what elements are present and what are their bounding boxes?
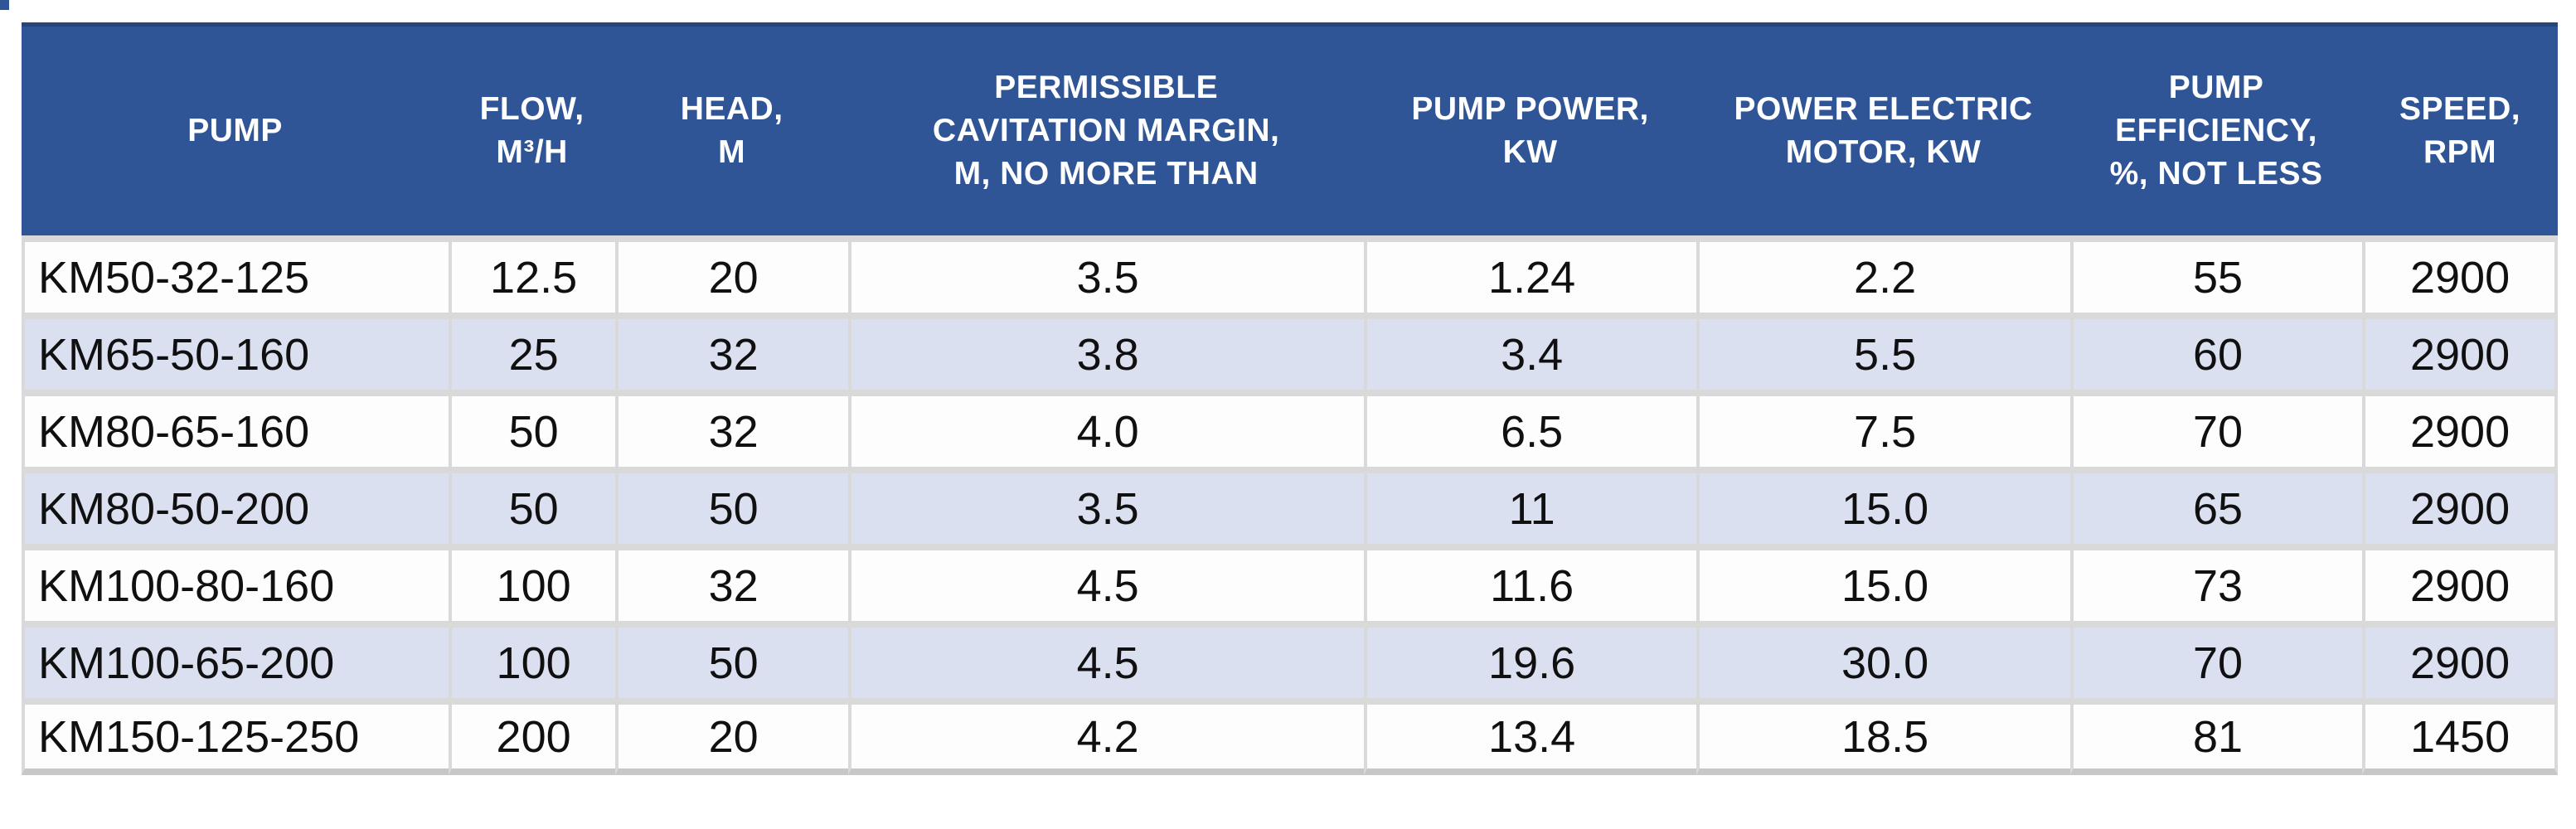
cell-head: 20 [615,698,849,775]
cell-cavitation: 4.5 [848,621,1365,698]
header-label-line: RPM [2423,134,2497,170]
cell-efficiency: 55 [2070,235,2363,313]
header-label-line: CAVITATION MARGIN, [932,113,1280,148]
cell-speed: 1450 [2362,698,2558,775]
cell-speed: 2900 [2362,235,2558,313]
table-row: KM100-65-200 100 50 4.5 19.6 30.0 70 2900 [22,621,2558,698]
cell-motor_power: 7.5 [1696,390,2071,467]
cell-cavitation: 3.5 [848,467,1365,544]
cell-flow: 12.5 [449,235,616,313]
cell-motor_power: 30.0 [1696,621,2071,698]
cell-motor_power: 15.0 [1696,467,2071,544]
cell-head: 50 [615,621,849,698]
cell-efficiency: 70 [2070,390,2363,467]
cell-cavitation: 3.5 [848,235,1365,313]
table-row: KM150-125-250 200 20 4.2 13.4 18.5 81 1450 [22,698,2558,775]
cell-pump_power: 13.4 [1364,698,1697,775]
cell-speed: 2900 [2362,467,2558,544]
header-cell-speed: SPEED, RPM [2362,22,2558,235]
cell-cavitation: 4.5 [848,544,1365,621]
cell-flow: 50 [449,467,616,544]
cell-speed: 2900 [2362,544,2558,621]
cell-pump: KM65-50-160 [22,313,449,390]
header-label-line: HEAD, [680,91,783,127]
cell-efficiency: 65 [2070,467,2363,544]
cell-pump_power: 19.6 [1364,621,1697,698]
header-cell-head: HEAD, M [615,22,849,235]
table-body: KM50-32-125 12.5 20 3.5 1.24 2.2 55 2900 KM65-50… [22,235,2558,775]
cell-motor_power: 18.5 [1696,698,2071,775]
cell-flow: 100 [449,544,616,621]
cell-pump: KM150-125-250 [22,698,449,775]
header-cell-pump_power: PUMP POWER, KW [1364,22,1697,235]
table-row: KM50-32-125 12.5 20 3.5 1.24 2.2 55 2900 [22,235,2558,313]
cell-pump: KM100-65-200 [22,621,449,698]
cell-cavitation: 3.8 [848,313,1365,390]
header-label-line: EFFICIENCY, [2115,113,2317,148]
cell-flow: 200 [449,698,616,775]
header-cell-pump: PUMP [22,22,449,235]
header-label-line: M³/H [496,134,568,170]
crop-artifact [0,0,9,10]
cell-head: 20 [615,235,849,313]
header-row: PUMP FLOW, M³/H HEAD, M PERMISSIBLE CAVITATION… [22,22,2558,235]
cell-cavitation: 4.0 [848,390,1365,467]
table-row: KM100-80-160 100 32 4.5 11.6 15.0 73 2900 [22,544,2558,621]
cell-pump_power: 11.6 [1364,544,1697,621]
cell-flow: 100 [449,621,616,698]
cell-speed: 2900 [2362,621,2558,698]
table-row: KM65-50-160 25 32 3.8 3.4 5.5 60 2900 [22,313,2558,390]
cell-pump_power: 3.4 [1364,313,1697,390]
header-cell-efficiency: PUMP EFFICIENCY, %, NOT LESS [2070,22,2363,235]
pump-spec-table: PUMP FLOW, M³/H HEAD, M PERMISSIBLE CAVITATION… [22,22,2558,775]
cell-head: 32 [615,390,849,467]
cell-efficiency: 70 [2070,621,2363,698]
cell-pump_power: 11 [1364,467,1697,544]
header-label-line: PUMP POWER, [1411,91,1649,127]
header-label-line: PUMP [187,113,283,148]
header-label-line: M, NO MORE THAN [953,156,1259,191]
header-label-line: PUMP [2168,70,2264,105]
cell-pump: KM80-50-200 [22,467,449,544]
header-label-line: FLOW, [479,91,585,127]
table-row: KM80-50-200 50 50 3.5 11 15.0 65 2900 [22,467,2558,544]
header-cell-flow: FLOW, M³/H [449,22,616,235]
cell-head: 32 [615,313,849,390]
cell-head: 32 [615,544,849,621]
cell-head: 50 [615,467,849,544]
header-label-line: PERMISSIBLE [994,70,1219,105]
table-row: KM80-65-160 50 32 4.0 6.5 7.5 70 2900 [22,390,2558,467]
cell-pump_power: 6.5 [1364,390,1697,467]
header-cell-motor_power: POWER ELECTRIC MOTOR, KW [1696,22,2071,235]
cell-motor_power: 15.0 [1696,544,2071,621]
header-label-line: M [718,134,746,170]
cell-motor_power: 2.2 [1696,235,2071,313]
header-label-line: %, NOT LESS [2109,156,2323,191]
cell-flow: 50 [449,390,616,467]
header-label-line: KW [1502,134,1558,170]
cell-pump: KM100-80-160 [22,544,449,621]
header-cell-cavitation: PERMISSIBLE CAVITATION MARGIN, M, NO MORE … [848,22,1365,235]
cell-speed: 2900 [2362,313,2558,390]
cell-efficiency: 73 [2070,544,2363,621]
cell-efficiency: 81 [2070,698,2363,775]
header-label-line: SPEED, [2399,91,2521,127]
cell-motor_power: 5.5 [1696,313,2071,390]
header-label-line: POWER ELECTRIC [1734,91,2033,127]
cell-pump_power: 1.24 [1364,235,1697,313]
cell-pump: KM50-32-125 [22,235,449,313]
header-label-line: MOTOR, KW [1785,134,1982,170]
cell-efficiency: 60 [2070,313,2363,390]
cell-speed: 2900 [2362,390,2558,467]
cell-cavitation: 4.2 [848,698,1365,775]
cell-flow: 25 [449,313,616,390]
cell-pump: KM80-65-160 [22,390,449,467]
